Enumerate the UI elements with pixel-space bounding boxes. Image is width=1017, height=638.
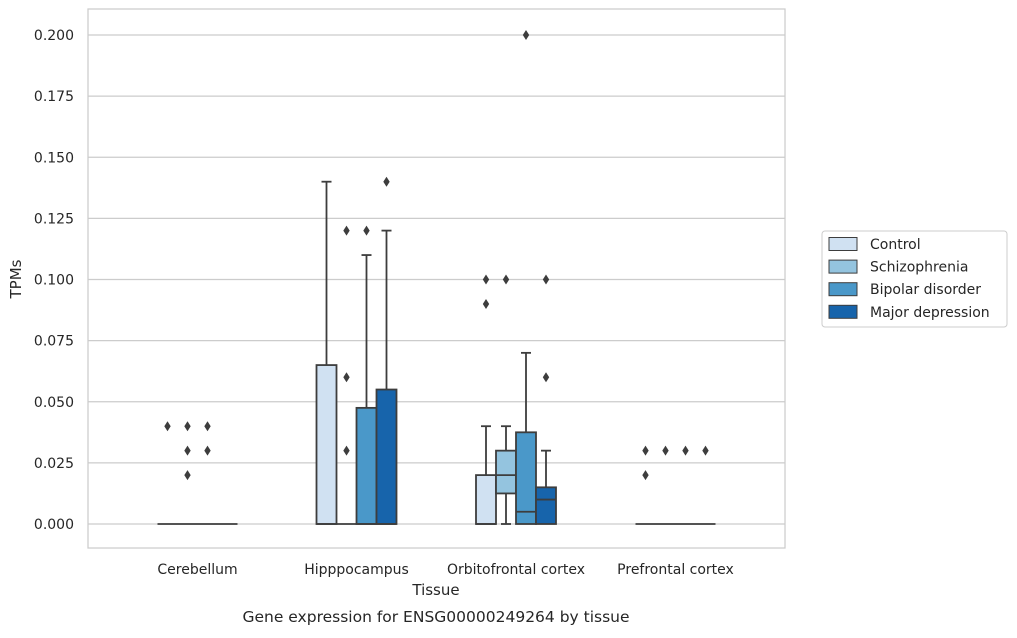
box-1-0 <box>315 180 338 525</box>
outlier-point <box>343 225 350 236</box>
box-iqr <box>375 388 398 525</box>
box-iqr <box>495 449 517 495</box>
outlier-point <box>502 274 510 285</box>
legend-label: Schizophrenia <box>870 260 968 276</box>
outlier-point <box>482 298 490 309</box>
box-iqr <box>315 364 338 525</box>
y-tick-label: 0.125 <box>34 211 74 227</box>
y-tick-label: 0.200 <box>34 28 74 44</box>
box-iqr <box>355 406 378 525</box>
outlier-point <box>383 176 390 187</box>
y-tick-label: 0.025 <box>34 456 74 472</box>
legend-swatch <box>828 259 858 274</box>
box-1-3 <box>375 176 398 525</box>
outlier-point <box>682 445 689 456</box>
legend-label: Bipolar disorder <box>870 282 981 298</box>
outlier-point <box>482 274 490 285</box>
plot-area-frame <box>87 8 786 549</box>
y-tick-labels: 0.000 0.025 0.050 0.075 0.100 0.125 0.150 0.175… <box>34 28 74 533</box>
legend: Control Schizophrenia Bipolar disorder Majo… <box>821 230 1008 328</box>
outlier-point <box>204 445 211 456</box>
y-tick-label: 0.000 <box>34 517 74 533</box>
outlier-point <box>662 445 669 456</box>
outlier-point <box>343 372 350 383</box>
box-0-2 <box>197 421 218 525</box>
outlier-point <box>164 421 171 432</box>
box-2-0 <box>475 274 497 525</box>
outlier-point <box>204 421 211 432</box>
outlier-point <box>542 274 550 285</box>
outlier-point <box>642 445 649 456</box>
y-tick-label: 0.175 <box>34 89 74 105</box>
legend-label: Control <box>870 237 921 253</box>
box-iqr <box>515 431 537 525</box>
outlier-point <box>343 445 350 456</box>
y-tick-label: 0.100 <box>34 273 74 289</box>
legend-swatch <box>828 282 858 297</box>
y-tick-label: 0.150 <box>34 150 74 166</box>
box-3-1 <box>655 445 676 525</box>
chart-caption: Gene expression for ENSG00000249264 by t… <box>242 608 629 626</box>
y-tick-label: 0.075 <box>34 334 74 350</box>
legend-swatch <box>828 237 858 251</box>
box-2-2 <box>515 30 537 525</box>
box-0-0 <box>157 421 178 525</box>
outlier-point <box>184 421 191 432</box>
outlier-point <box>363 225 370 236</box>
box-1-1 <box>336 225 357 525</box>
outlier-point <box>642 470 649 481</box>
box-2-3 <box>535 274 557 525</box>
legend-frame <box>821 230 1008 328</box>
outlier-point <box>542 372 550 383</box>
legend-swatch <box>828 304 858 319</box>
y-axis-title: TPMs <box>7 259 25 299</box>
outlier-point <box>702 445 709 456</box>
box-3-2 <box>675 445 696 525</box>
x-tick-label: Orbitofrontal cortex <box>447 562 585 578</box>
box-0-1 <box>177 421 198 525</box>
outlier-point <box>184 470 191 481</box>
box-2-1 <box>495 274 517 525</box>
box-3-3 <box>695 445 716 525</box>
x-tick-label: Cerebellum <box>157 562 237 578</box>
gridlines <box>88 34 785 525</box>
y-tick-label: 0.050 <box>34 395 74 411</box>
outlier-point <box>184 445 191 456</box>
legend-label: Major depression <box>870 305 990 321</box>
box-layer <box>157 30 716 525</box>
box-1-2 <box>355 225 378 525</box>
x-tick-labels: Cerebellum Hipppocampus Orbitofrontal cort… <box>157 562 733 578</box>
x-tick-label: Hipppocampus <box>304 562 409 578</box>
box-iqr <box>475 474 497 525</box>
x-tick-label: Prefrontal cortex <box>617 562 734 578</box>
box-3-0 <box>635 445 656 525</box>
box-iqr <box>535 486 557 525</box>
outlier-point <box>522 30 530 40</box>
x-axis-title: Tissue <box>411 581 459 599</box>
